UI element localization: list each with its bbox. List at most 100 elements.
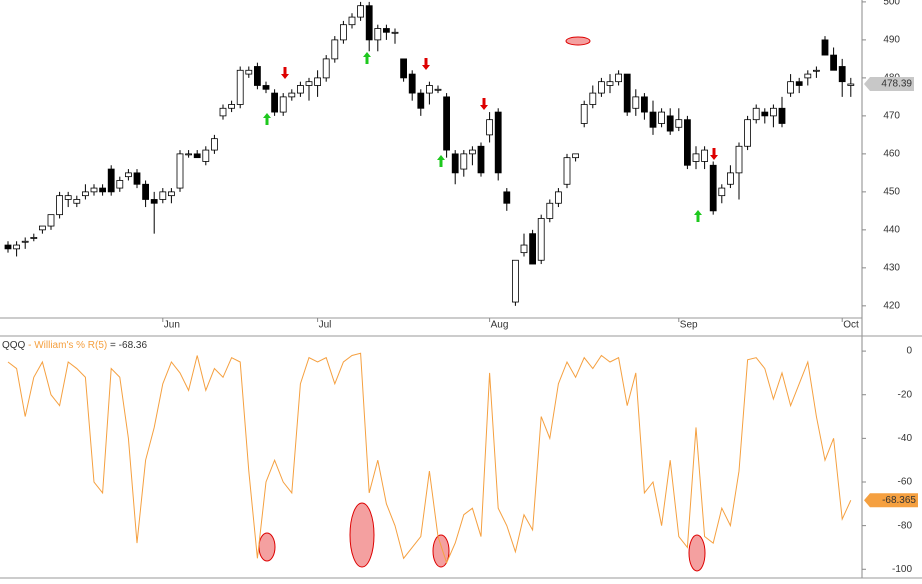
candle-body xyxy=(666,115,674,132)
candle-body xyxy=(296,85,304,94)
candle-body xyxy=(770,107,777,117)
x-tick-label: Sep xyxy=(680,320,698,331)
last-value-label: 478.39 xyxy=(881,79,912,90)
candle-body xyxy=(245,69,253,75)
candle-body xyxy=(271,92,279,113)
candle-body xyxy=(391,31,399,34)
annotations xyxy=(258,36,718,572)
y-tick-label: -100 xyxy=(892,564,912,575)
candle-body xyxy=(73,199,81,204)
candle-body xyxy=(563,157,571,185)
buy-arrow xyxy=(363,52,371,64)
y-tick-label: 420 xyxy=(883,300,900,311)
candle-body xyxy=(425,85,433,94)
candle-body xyxy=(133,172,141,185)
candle-body xyxy=(90,187,98,193)
candle-body xyxy=(468,149,476,155)
candle-body xyxy=(357,5,365,18)
candle-body xyxy=(417,92,425,109)
y-tick-label: 490 xyxy=(883,35,900,46)
x-tick-label: Jul xyxy=(319,320,332,331)
candle-body xyxy=(219,107,227,117)
candle-body xyxy=(727,172,734,185)
separator: - xyxy=(25,340,34,351)
candle-body xyxy=(4,244,12,250)
candle-body xyxy=(365,5,373,41)
sell-arrow xyxy=(422,58,430,70)
candle-body xyxy=(494,111,502,174)
candle-body xyxy=(735,145,743,174)
candle-body xyxy=(778,107,786,124)
highlight-ellipse xyxy=(688,534,706,572)
candle-body xyxy=(193,153,201,159)
candle-body xyxy=(150,199,158,204)
candle-body xyxy=(641,96,648,113)
buy-arrow xyxy=(263,113,271,125)
candle-body xyxy=(228,104,236,109)
candle-body xyxy=(838,66,846,83)
x-tick-label: Oct xyxy=(843,320,859,331)
candle-body xyxy=(709,164,717,212)
candle-body xyxy=(185,153,193,156)
candle-body xyxy=(615,73,622,83)
y-tick-label: -20 xyxy=(898,389,913,400)
candle-body xyxy=(847,83,855,86)
candle-body xyxy=(107,168,115,193)
highlight-ellipse xyxy=(565,36,591,46)
candle-body xyxy=(262,85,270,90)
candle-body xyxy=(288,92,296,98)
candle-body xyxy=(692,153,700,162)
sell-arrow xyxy=(710,148,718,160)
indicator-current: -68.36 xyxy=(119,340,148,351)
indicator-legend: QQQ - William's % R(5) = -68.36 xyxy=(2,340,147,351)
candle-body xyxy=(82,191,89,197)
candle-body xyxy=(744,119,751,147)
candle-body xyxy=(125,172,132,178)
candle-body xyxy=(339,24,347,41)
candle-body xyxy=(64,195,72,200)
candle-body xyxy=(56,195,63,216)
candle-body xyxy=(322,58,330,79)
x-tick-label: Jun xyxy=(164,320,180,331)
buy-arrow xyxy=(437,155,445,167)
candle-body xyxy=(761,111,769,117)
candle-body xyxy=(305,81,313,86)
candle-body xyxy=(537,218,545,261)
candle-body xyxy=(382,28,390,33)
candle-body xyxy=(451,153,459,174)
y-tick-label: 460 xyxy=(883,149,900,160)
y-tick-label: 0 xyxy=(906,346,912,357)
candle-body xyxy=(555,191,562,204)
candle-body xyxy=(21,240,29,243)
candle-body xyxy=(658,111,665,124)
candle-body xyxy=(795,81,803,86)
candle-body xyxy=(253,66,261,86)
y-tick-label: 500 xyxy=(883,0,900,8)
buy-arrow xyxy=(694,210,702,222)
candle-body xyxy=(408,73,416,94)
candle-body xyxy=(159,191,167,200)
candle-body xyxy=(348,16,356,26)
candle-body xyxy=(787,81,794,94)
highlight-ellipse xyxy=(258,532,276,562)
candle-body xyxy=(47,214,55,227)
last-value-label: -68.365 xyxy=(882,495,916,506)
y-tick-label: 430 xyxy=(883,262,900,273)
candle-body xyxy=(374,28,382,41)
candle-body xyxy=(512,259,519,303)
candle-body xyxy=(632,96,640,109)
candle-body xyxy=(477,145,485,174)
candle-body xyxy=(606,81,614,86)
candle-body xyxy=(623,73,631,113)
candle-body xyxy=(701,149,708,162)
indicator-line xyxy=(7,352,852,565)
candle-body xyxy=(142,183,150,200)
y-tick-label: -60 xyxy=(898,477,913,488)
y-tick-label: 470 xyxy=(883,111,900,122)
candle-body xyxy=(821,39,829,56)
candle-body xyxy=(39,225,46,231)
candle-body xyxy=(589,92,597,105)
last-value-tag xyxy=(864,493,918,508)
y-tick-label: -80 xyxy=(898,520,913,531)
candle-body xyxy=(529,233,536,265)
